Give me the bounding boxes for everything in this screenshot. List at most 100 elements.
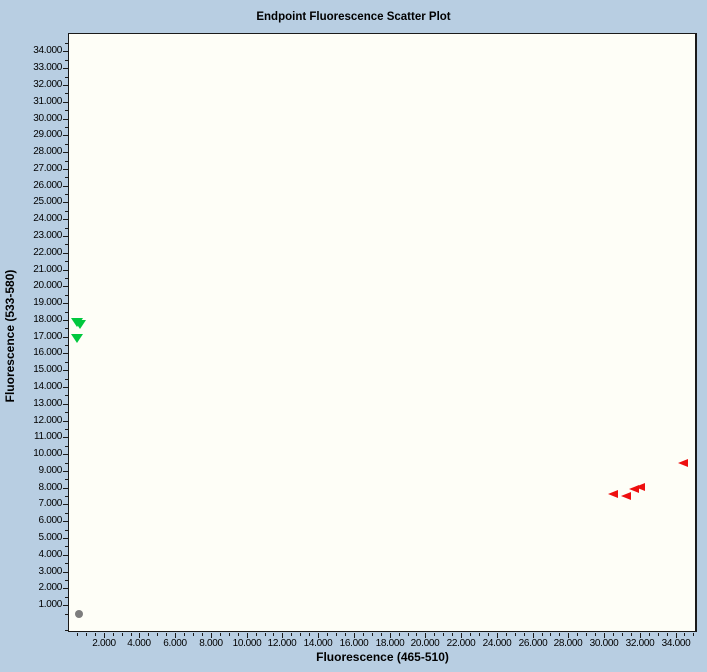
x-minor-tick — [649, 633, 650, 636]
data-point-red-triangles[interactable] — [677, 458, 688, 467]
x-major-tick — [425, 633, 426, 638]
x-tick-label: 12.000 — [267, 638, 297, 649]
x-minor-tick — [309, 633, 310, 636]
data-point-red-triangles[interactable] — [608, 490, 618, 499]
y-minor-tick — [65, 614, 68, 615]
y-major-tick — [63, 404, 68, 405]
x-tick-label: 26.000 — [518, 638, 548, 649]
x-minor-tick — [416, 633, 417, 636]
y-major-tick — [63, 236, 68, 237]
y-tick-label: 8.000 — [38, 482, 62, 493]
x-minor-tick — [586, 633, 587, 636]
data-point-red-triangles[interactable] — [634, 482, 645, 491]
y-major-tick — [63, 186, 68, 187]
x-major-tick — [247, 633, 248, 638]
x-minor-tick — [300, 633, 301, 636]
chart-title: Endpoint Fluorescence Scatter Plot — [256, 11, 451, 23]
y-tick-label: 20.000 — [33, 280, 62, 291]
x-tick-label: 34.000 — [661, 638, 691, 649]
y-minor-tick — [65, 563, 68, 564]
y-major-tick — [63, 437, 68, 438]
x-major-tick — [497, 633, 498, 638]
x-minor-tick — [434, 633, 435, 636]
x-minor-tick — [622, 633, 623, 636]
x-minor-tick — [452, 633, 453, 636]
y-tick-label: 10.000 — [33, 448, 62, 459]
y-tick-label: 19.000 — [33, 297, 62, 308]
y-tick-label: 31.000 — [33, 96, 62, 107]
x-tick-label: 6.000 — [163, 638, 187, 649]
y-tick-label: 3.000 — [38, 566, 62, 577]
y-minor-tick — [65, 261, 68, 262]
x-major-tick — [175, 633, 176, 638]
x-minor-tick — [265, 633, 266, 636]
x-minor-tick — [157, 633, 158, 636]
data-point-green-triangles[interactable] — [70, 334, 83, 344]
y-tick-label: 24.000 — [33, 213, 62, 224]
x-major-tick — [282, 633, 283, 638]
y-major-tick — [63, 572, 68, 573]
y-minor-tick — [65, 546, 68, 547]
y-minor-tick — [65, 479, 68, 480]
y-minor-tick — [65, 630, 68, 631]
y-major-tick — [63, 135, 68, 136]
x-major-tick — [533, 633, 534, 638]
x-tick-label: 4.000 — [127, 638, 151, 649]
x-minor-tick — [273, 633, 274, 636]
y-major-tick — [63, 387, 68, 388]
x-tick-label: 30.000 — [589, 638, 619, 649]
x-minor-tick — [229, 633, 230, 636]
y-major-tick — [63, 303, 68, 304]
y-tick-label: 22.000 — [33, 247, 62, 258]
x-minor-tick — [479, 633, 480, 636]
x-minor-tick — [327, 633, 328, 636]
x-minor-tick — [684, 633, 685, 636]
x-minor-tick — [220, 633, 221, 636]
y-major-tick — [63, 538, 68, 539]
y-tick-label: 4.000 — [38, 549, 62, 560]
y-minor-tick — [65, 597, 68, 598]
x-major-tick — [318, 633, 319, 638]
x-minor-tick — [693, 633, 694, 636]
x-minor-tick — [193, 633, 194, 636]
x-minor-tick — [613, 633, 614, 636]
y-tick-label: 18.000 — [33, 314, 62, 325]
data-point-red-triangles[interactable] — [629, 485, 640, 494]
x-minor-tick — [184, 633, 185, 636]
y-major-tick — [63, 202, 68, 203]
y-major-tick — [63, 504, 68, 505]
data-point-red-triangles[interactable] — [620, 492, 631, 501]
y-major-tick — [63, 521, 68, 522]
x-minor-tick — [595, 633, 596, 636]
data-point-gray-dot[interactable] — [74, 610, 83, 619]
y-major-tick — [63, 169, 68, 170]
y-major-tick — [63, 588, 68, 589]
data-point-green-triangles[interactable] — [73, 320, 86, 330]
y-major-tick — [63, 454, 68, 455]
y-major-tick — [63, 119, 68, 120]
x-tick-label: 20.000 — [410, 638, 440, 649]
y-major-tick — [63, 85, 68, 86]
y-tick-label: 1.000 — [38, 599, 62, 610]
x-tick-label: 24.000 — [482, 638, 512, 649]
x-minor-tick — [131, 633, 132, 636]
y-tick-label: 5.000 — [38, 532, 62, 543]
y-minor-tick — [65, 496, 68, 497]
y-major-tick — [63, 102, 68, 103]
y-tick-label: 15.000 — [33, 364, 62, 375]
y-tick-label: 2.000 — [38, 582, 62, 593]
x-minor-tick — [443, 633, 444, 636]
y-tick-label: 16.000 — [33, 347, 62, 358]
y-tick-label: 28.000 — [33, 146, 62, 157]
x-major-tick — [211, 633, 212, 638]
x-tick-label: 16.000 — [339, 638, 369, 649]
x-minor-tick — [559, 633, 560, 636]
y-minor-tick — [65, 93, 68, 94]
y-major-tick — [63, 152, 68, 153]
y-minor-tick — [65, 328, 68, 329]
x-major-tick — [104, 633, 105, 638]
y-major-tick — [63, 253, 68, 254]
y-minor-tick — [65, 127, 68, 128]
x-minor-tick — [631, 633, 632, 636]
y-tick-label: 17.000 — [33, 331, 62, 342]
